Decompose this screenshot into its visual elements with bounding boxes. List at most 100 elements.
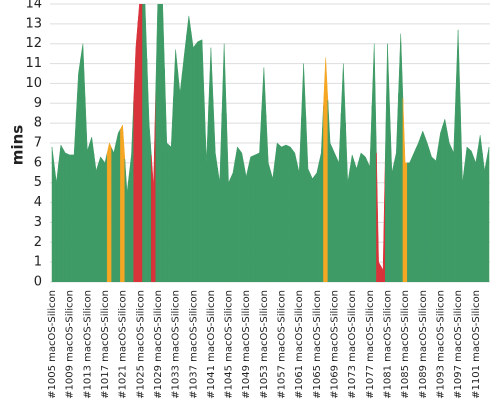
x-tick-label: #1037 macOS-Silicon	[188, 290, 199, 399]
x-tick-label: #1009 macOS-Silicon	[65, 290, 76, 399]
x-tick-label: #1061 macOS-Silicon	[294, 290, 305, 399]
area-segment	[367, 105, 373, 282]
area-segment	[230, 159, 236, 282]
area-segment	[468, 148, 474, 282]
area-segment	[274, 142, 280, 282]
y-tick-label: 14	[25, 0, 42, 12]
area-segment	[486, 146, 490, 282]
area-segment	[234, 146, 240, 282]
area-segment	[327, 100, 333, 282]
area-segment	[142, 4, 148, 282]
x-tick-label: #1029 macOS-Silicon	[153, 290, 164, 399]
area-segment	[137, 4, 143, 282]
area-segment	[292, 149, 298, 282]
area-segment	[199, 39, 205, 282]
x-tick-label: #1093 macOS-Silicon	[435, 290, 446, 399]
area-segment	[226, 113, 232, 282]
area-segment	[411, 147, 417, 282]
y-tick-label: 6	[34, 155, 42, 170]
area-segment	[261, 67, 267, 282]
x-tick-label: #1081 macOS-Silicon	[382, 290, 393, 399]
area-segment	[195, 40, 201, 282]
area-segment	[243, 164, 249, 282]
area-segment	[309, 173, 315, 282]
area-segment	[358, 152, 364, 282]
y-tick-label: 1	[34, 255, 42, 270]
area-segment	[371, 43, 377, 282]
area-segment	[354, 160, 360, 282]
y-tick-label: 5	[34, 175, 42, 190]
y-tick-label: 7	[34, 136, 42, 151]
area-segment	[248, 155, 254, 282]
area	[51, 4, 490, 282]
area-segment	[173, 49, 179, 282]
area-segment	[190, 31, 196, 282]
x-tick-label: #1041 macOS-Silicon	[206, 290, 217, 399]
y-tick-label: 0	[34, 275, 42, 290]
area-segment	[51, 146, 55, 282]
area-segment	[62, 147, 68, 282]
area-segment	[164, 68, 170, 282]
area-segment	[305, 116, 311, 282]
area-segment	[437, 126, 443, 282]
x-tick-label: #1057 macOS-Silicon	[277, 290, 288, 399]
x-tick-label: #1013 macOS-Silicon	[82, 290, 93, 399]
area-segment	[217, 113, 223, 282]
area-segment	[106, 142, 112, 282]
area-segment	[120, 124, 126, 282]
area-segment	[283, 144, 289, 282]
area-segment	[252, 153, 258, 282]
area-segment	[380, 156, 386, 282]
area-segment	[477, 135, 483, 282]
area-segment	[433, 146, 439, 282]
x-tick-label: #1073 macOS-Silicon	[347, 290, 358, 399]
area-segment	[124, 158, 130, 282]
y-axis-label: mins	[9, 125, 27, 165]
area-segment	[93, 153, 99, 282]
area-segment	[362, 154, 368, 282]
area-segment	[301, 63, 307, 282]
area-segment	[482, 152, 488, 282]
area-segment	[424, 136, 430, 282]
x-tick-label: #1025 macOS-Silicon	[135, 290, 146, 399]
x-tick-label: #1065 macOS-Silicon	[312, 290, 323, 399]
area-segment	[455, 29, 461, 282]
x-tick-label: #1089 macOS-Silicon	[418, 290, 429, 399]
area-segment	[58, 144, 64, 282]
area-segment	[186, 15, 192, 282]
area-segment	[464, 146, 470, 282]
area-segment	[389, 108, 395, 282]
area-segment	[257, 110, 262, 282]
x-tick-label: #1021 macOS-Silicon	[118, 290, 129, 399]
area-segment	[239, 149, 245, 282]
area-segment	[376, 152, 382, 282]
area-segment	[442, 119, 448, 282]
y-tick-label: 3	[34, 215, 42, 230]
area-segment	[265, 115, 271, 282]
x-tick-label: #1053 macOS-Silicon	[259, 290, 270, 399]
area-segment	[429, 149, 435, 282]
area-segment	[460, 106, 465, 282]
area-segment	[181, 34, 187, 282]
area-segment	[451, 91, 457, 282]
area-segment	[420, 130, 426, 282]
area-segment	[76, 58, 81, 282]
x-tick-label: #1033 macOS-Silicon	[171, 290, 182, 399]
area-segment	[473, 148, 479, 282]
y-tick-label: 2	[34, 235, 42, 250]
area-segment	[345, 123, 351, 282]
x-tick-label: #1097 macOS-Silicon	[453, 290, 464, 399]
area-segment	[208, 47, 214, 282]
area-segment	[80, 43, 86, 282]
x-tick-label: #1085 macOS-Silicon	[400, 290, 411, 399]
area-segment	[159, 4, 165, 282]
area-segment	[446, 131, 452, 282]
area-segment	[168, 98, 174, 282]
area-segment	[128, 101, 134, 282]
x-tick-label: #1077 macOS-Silicon	[365, 290, 376, 399]
x-tick-label: #1101 macOS-Silicon	[471, 290, 482, 399]
y-tick-label: 13	[25, 16, 42, 31]
area-segment	[398, 33, 404, 282]
area-segment	[212, 100, 218, 282]
